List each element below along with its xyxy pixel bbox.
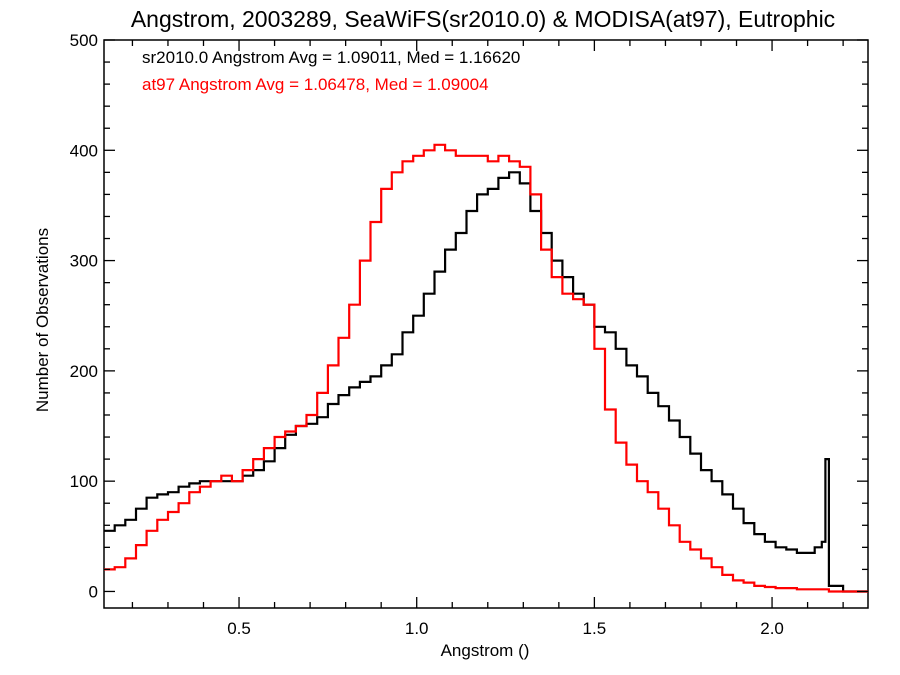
plot-frame (103, 39, 869, 609)
annotation-layer: sr2010.0 Angstrom Avg = 1.09011, Med = 1… (142, 48, 520, 94)
series-line-1 (104, 143, 868, 593)
y-tick-label: 0 (89, 582, 98, 601)
y-tick-label: 500 (70, 31, 98, 50)
x-axis-label: Angstrom () (441, 641, 530, 660)
y-tick-label: 300 (70, 252, 98, 271)
y-tick-label: 100 (70, 472, 98, 491)
x-tick-label: 2.0 (760, 619, 784, 638)
x-tick-label: 1.5 (583, 619, 607, 638)
series-layer (104, 143, 868, 593)
stats-annotation-1: at97 Angstrom Avg = 1.06478, Med = 1.090… (142, 75, 489, 94)
plot-area (103, 39, 869, 609)
series-line-0 (104, 171, 868, 593)
stats-annotation-0: sr2010.0 Angstrom Avg = 1.09011, Med = 1… (142, 48, 520, 67)
y-axis-label: Number of Observations (33, 228, 52, 412)
x-tick-label: 0.5 (227, 619, 251, 638)
chart-title: Angstrom, 2003289, SeaWiFS(sr2010.0) & M… (131, 6, 835, 32)
axis-layer: 0.5 1.0 1.5 2.0 0 100 200 300 400 500 (70, 31, 868, 638)
x-tick-label: 1.0 (405, 619, 429, 638)
y-tick-label: 400 (70, 141, 98, 160)
y-tick-label: 200 (70, 362, 98, 381)
